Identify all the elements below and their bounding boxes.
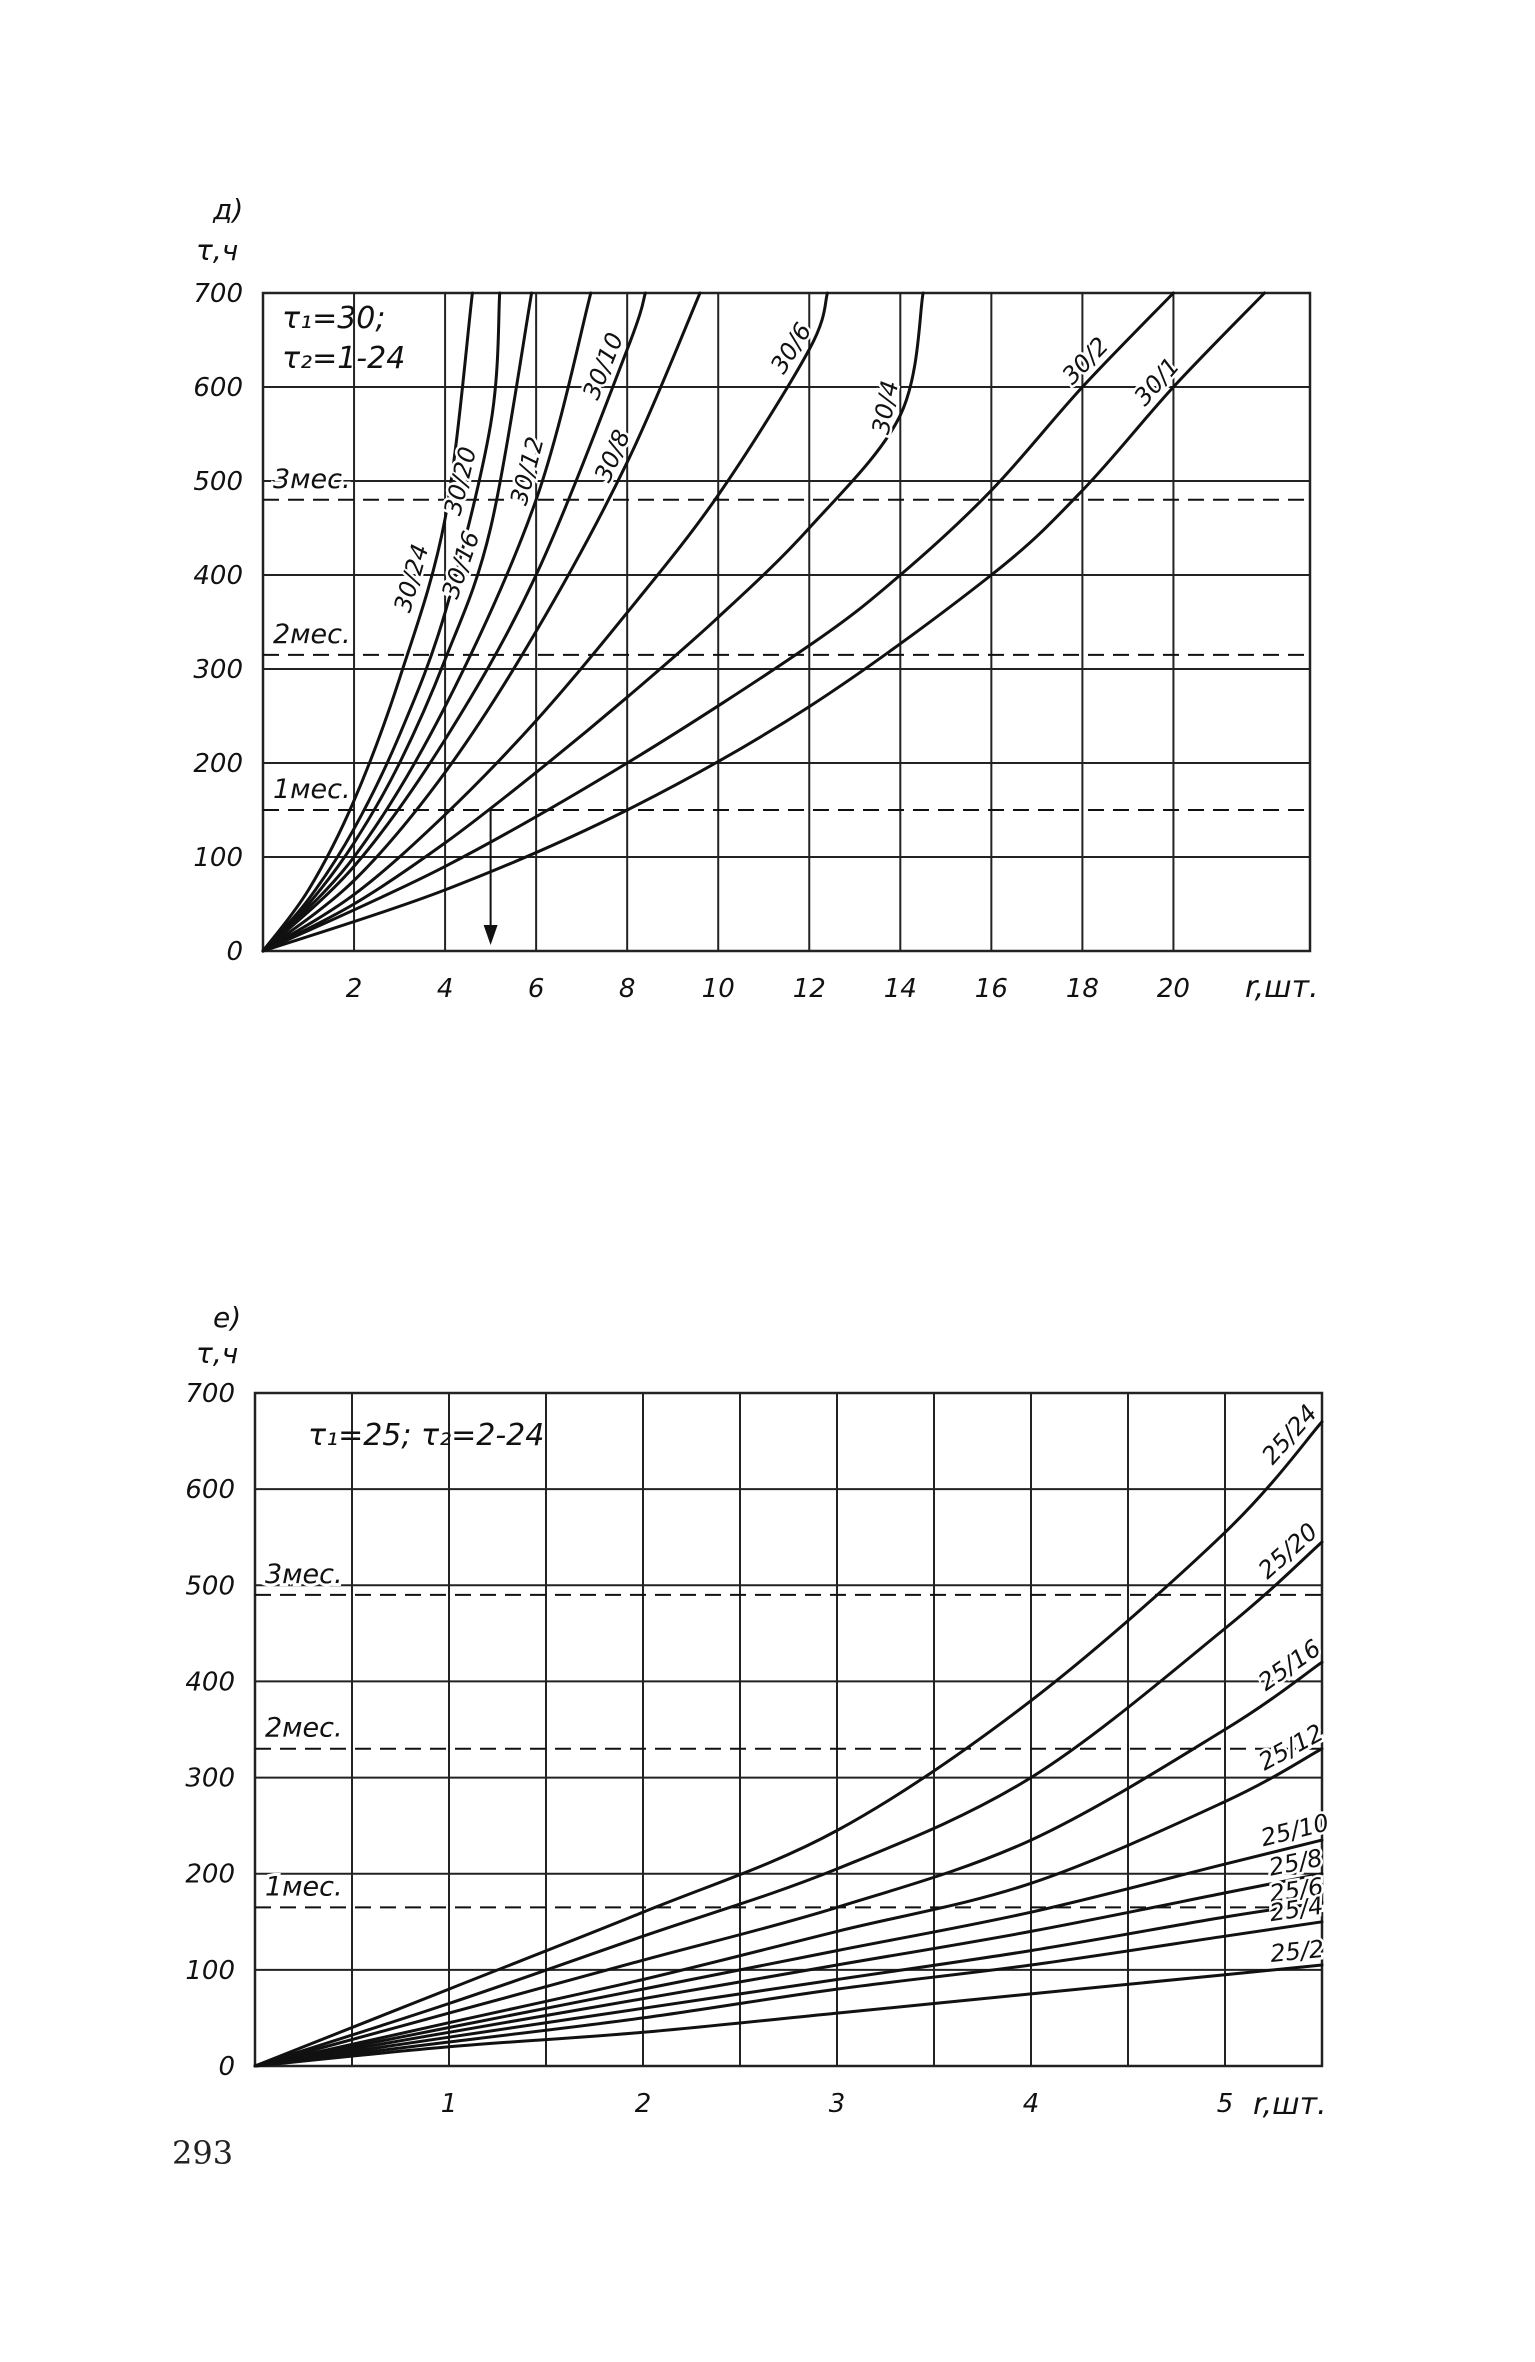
x-tick-label: 6 bbox=[528, 974, 545, 1004]
series-line bbox=[261, 291, 502, 953]
series-line bbox=[253, 1660, 1324, 2068]
page-number: 293 bbox=[172, 2134, 233, 2172]
y-tick-label: 400 bbox=[193, 561, 243, 591]
reference-line-label: 3мес. bbox=[265, 1559, 343, 1590]
series-line bbox=[261, 291, 647, 953]
reference-line-label: 2мес. bbox=[273, 619, 351, 650]
x-tick-label: 5 bbox=[1217, 2089, 1234, 2119]
plot-frame bbox=[261, 291, 1312, 953]
y-tick-label: 100 bbox=[185, 1956, 235, 1986]
params-annotation: τ₁=25; τ₂=2-24 bbox=[308, 1418, 544, 1453]
x-tick-label: 1 bbox=[441, 2089, 458, 2119]
y-axis-label: τ,ч bbox=[196, 1337, 238, 1370]
series-line bbox=[261, 291, 925, 953]
chart-panel-d: 0 100 200 300 400 500 600 700 2 4 6 8 10 12 14 16 18 20 д)… bbox=[193, 193, 1318, 1005]
params-annotation: τ₂=1-24 bbox=[282, 341, 405, 376]
y-tick-label: 700 bbox=[193, 279, 243, 309]
reference-line-label: 1мес. bbox=[273, 774, 351, 805]
y-tick-label: 300 bbox=[193, 655, 243, 685]
series-line bbox=[253, 1920, 1324, 2068]
chart-panel-e: 0 100 200 300 400 500 600 700 1 2 3 4 5 е)τ,ч r,шт. τ₁=… bbox=[185, 1301, 1334, 2122]
x-tick-label: 12 bbox=[793, 974, 826, 1004]
arrow-marker-head bbox=[483, 925, 498, 945]
reference-line-label: 1мес. bbox=[265, 1871, 343, 1902]
series-line bbox=[261, 291, 534, 953]
y-tick-label: 200 bbox=[185, 1860, 235, 1890]
plot-frame bbox=[253, 1391, 1324, 2068]
x-tick-label: 16 bbox=[975, 974, 1008, 1004]
series-line bbox=[253, 1872, 1324, 2068]
series-line bbox=[253, 1420, 1324, 2068]
series-line bbox=[253, 1901, 1324, 2068]
series-line bbox=[253, 1963, 1324, 2068]
x-tick-label: 14 bbox=[884, 974, 917, 1004]
y-tick-label: 400 bbox=[185, 1667, 235, 1697]
y-tick-label: 600 bbox=[193, 373, 243, 403]
x-axis-label: r,шт. bbox=[1253, 2087, 1327, 2122]
series-line bbox=[261, 291, 474, 953]
panel-label: е) bbox=[213, 1301, 241, 1334]
panel-label: д) bbox=[212, 193, 243, 226]
series-line bbox=[261, 291, 702, 953]
y-tick-label: 0 bbox=[226, 937, 243, 967]
x-tick-label: 2 bbox=[635, 2089, 652, 2119]
series-line bbox=[253, 1747, 1324, 2068]
x-tick-label: 4 bbox=[1023, 2089, 1040, 2119]
x-axis-label: r,шт. bbox=[1245, 970, 1319, 1005]
series-line bbox=[261, 291, 1175, 953]
y-tick-label: 200 bbox=[193, 749, 243, 779]
x-tick-label: 4 bbox=[437, 974, 454, 1004]
series-label: 30/16 bbox=[436, 528, 485, 603]
series-line bbox=[253, 1540, 1324, 2068]
y-tick-label: 500 bbox=[185, 1571, 235, 1601]
y-tick-label: 600 bbox=[185, 1475, 235, 1505]
series-label: 25/2 bbox=[1269, 1935, 1325, 1968]
y-tick-label: 0 bbox=[218, 2052, 235, 2082]
x-tick-label: 2 bbox=[346, 974, 363, 1004]
x-tick-label: 3 bbox=[829, 2089, 846, 2119]
series-label: 30/24 bbox=[389, 541, 435, 615]
reference-line-label: 3мес. bbox=[273, 464, 351, 495]
params-annotation: τ₁=30; bbox=[282, 301, 386, 336]
x-tick-label: 18 bbox=[1066, 974, 1099, 1004]
series-line bbox=[261, 291, 829, 953]
y-axis-label: τ,ч bbox=[196, 234, 238, 267]
y-tick-label: 500 bbox=[193, 467, 243, 497]
x-tick-label: 10 bbox=[702, 974, 735, 1004]
series-line bbox=[253, 1838, 1324, 2068]
series-label: 30/12 bbox=[505, 434, 550, 508]
y-tick-label: 300 bbox=[185, 1764, 235, 1794]
series-line bbox=[261, 291, 593, 953]
x-tick-label: 20 bbox=[1157, 974, 1190, 1004]
y-tick-label: 100 bbox=[193, 843, 243, 873]
series-line bbox=[261, 291, 1266, 953]
reference-line-label: 2мес. bbox=[265, 1713, 343, 1744]
x-tick-label: 8 bbox=[619, 974, 636, 1004]
y-tick-label: 700 bbox=[185, 1379, 235, 1409]
